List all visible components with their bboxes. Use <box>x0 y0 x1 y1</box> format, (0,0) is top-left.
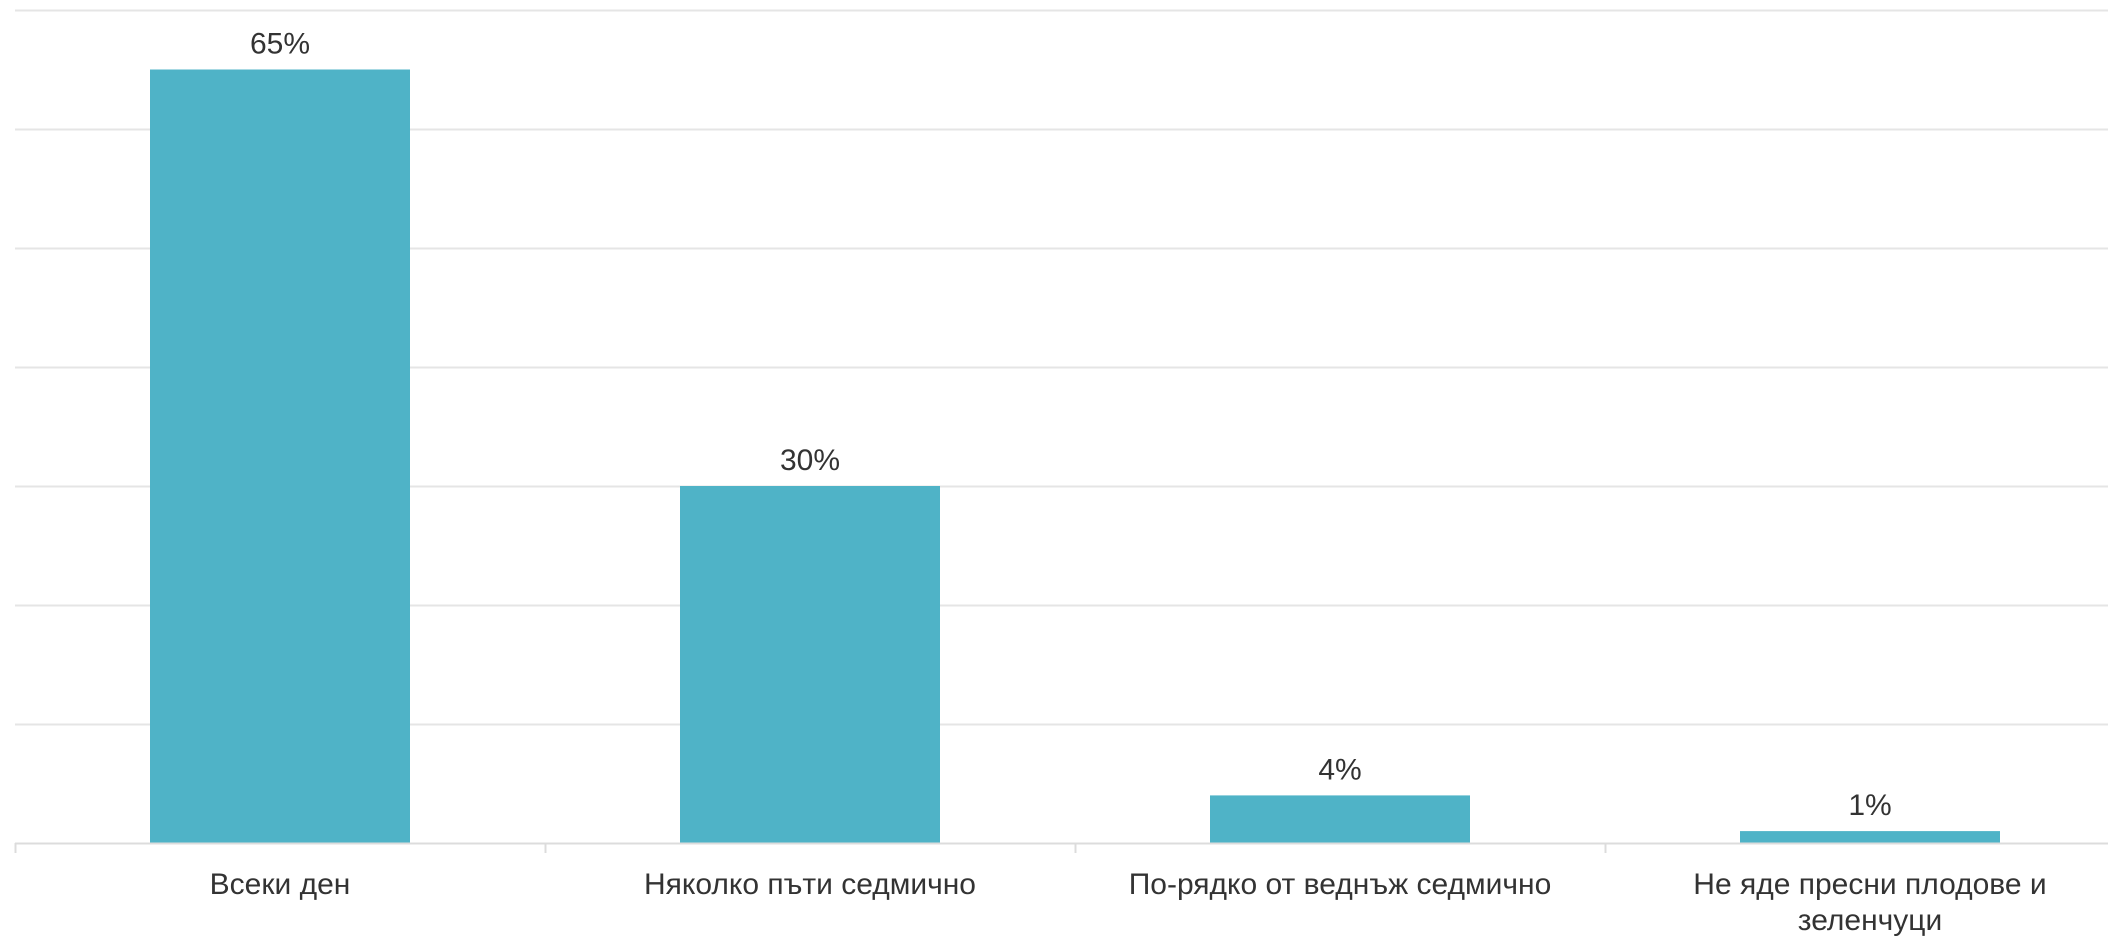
category-label: Всеки ден <box>210 868 351 901</box>
bars <box>150 69 2000 843</box>
data-label: 65% <box>250 28 310 61</box>
data-label: 1% <box>1848 789 1891 822</box>
category-label: По-рядко от веднъж седмично <box>1129 868 1552 901</box>
category-label: Няколко пъти седмично <box>644 868 976 901</box>
value-labels: 65% 30% 4% 1% <box>250 28 1892 823</box>
bar <box>1210 795 1470 843</box>
category-label: Не яде пресни плодове и зеленчуци <box>1693 868 2046 937</box>
bar <box>150 69 410 843</box>
bar <box>1740 831 2000 843</box>
x-axis <box>14 842 2108 853</box>
data-label: 4% <box>1318 753 1361 786</box>
bar <box>680 486 940 843</box>
category-labels: Всеки ден Няколко пъти седмично По-рядко о… <box>210 868 2047 937</box>
data-label: 30% <box>780 444 840 477</box>
